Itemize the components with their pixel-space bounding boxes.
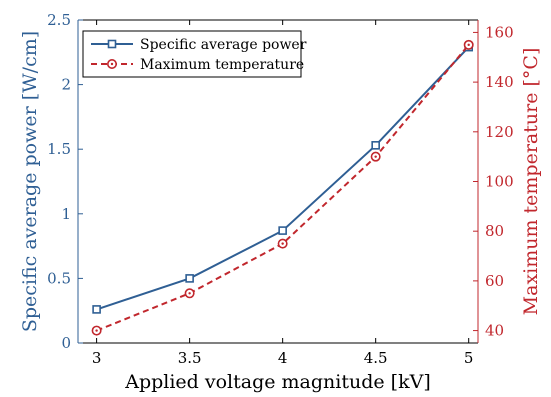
- left-y-tick-label: 1: [61, 205, 71, 223]
- right-y-tick-label: 40: [485, 322, 504, 340]
- right-y-tick-label: 80: [485, 222, 504, 240]
- left-y-tick-label: 0.5: [47, 269, 71, 287]
- data-point-square: [278, 226, 287, 235]
- x-tick-label: 4.5: [364, 349, 388, 367]
- data-point-square: [371, 141, 380, 150]
- left-y-tick-label: 2: [61, 76, 71, 94]
- right-y-axis-title: Maximum temperature [°C]: [520, 48, 542, 316]
- series-line-2: [96, 44, 470, 332]
- right-y-tick-label: 140: [485, 73, 514, 91]
- data-point-square: [185, 274, 194, 283]
- data-point-square: [92, 305, 101, 314]
- data-point-circle-center: [467, 43, 470, 47]
- right-y-tick-label: 60: [485, 272, 504, 290]
- legend-marker-square: [107, 39, 117, 49]
- x-tick-label: 3: [92, 349, 102, 367]
- series-line-1: [96, 46, 470, 311]
- data-point-circle-center: [374, 155, 377, 158]
- data-point-circle-center: [188, 292, 191, 295]
- right-y-tick-label: 160: [485, 23, 514, 41]
- left-y-tick-label: 1.5: [47, 140, 71, 158]
- right-y-tick-label: 120: [485, 123, 514, 141]
- x-axis-title: Applied voltage magnitude [kV]: [124, 371, 431, 393]
- left-y-tick-label: 2.5: [47, 11, 71, 29]
- left-y-tick-label: 0: [61, 334, 71, 352]
- left-y-axis-title: Specific average power [W/cm]: [19, 31, 41, 332]
- right-y-tick-label: 100: [485, 173, 514, 191]
- legend-label-2: Maximum temperature: [140, 57, 304, 73]
- legend-box: [82, 30, 302, 78]
- legend-label-1: Specific average power: [140, 37, 307, 53]
- x-tick-label: 4: [278, 349, 288, 367]
- x-tick-label: 5: [464, 349, 474, 367]
- data-point-circle-center: [95, 329, 98, 332]
- data-point-circle-center: [281, 242, 284, 245]
- legend-marker-circle-center: [110, 62, 114, 66]
- x-tick-label: 3.5: [178, 349, 202, 367]
